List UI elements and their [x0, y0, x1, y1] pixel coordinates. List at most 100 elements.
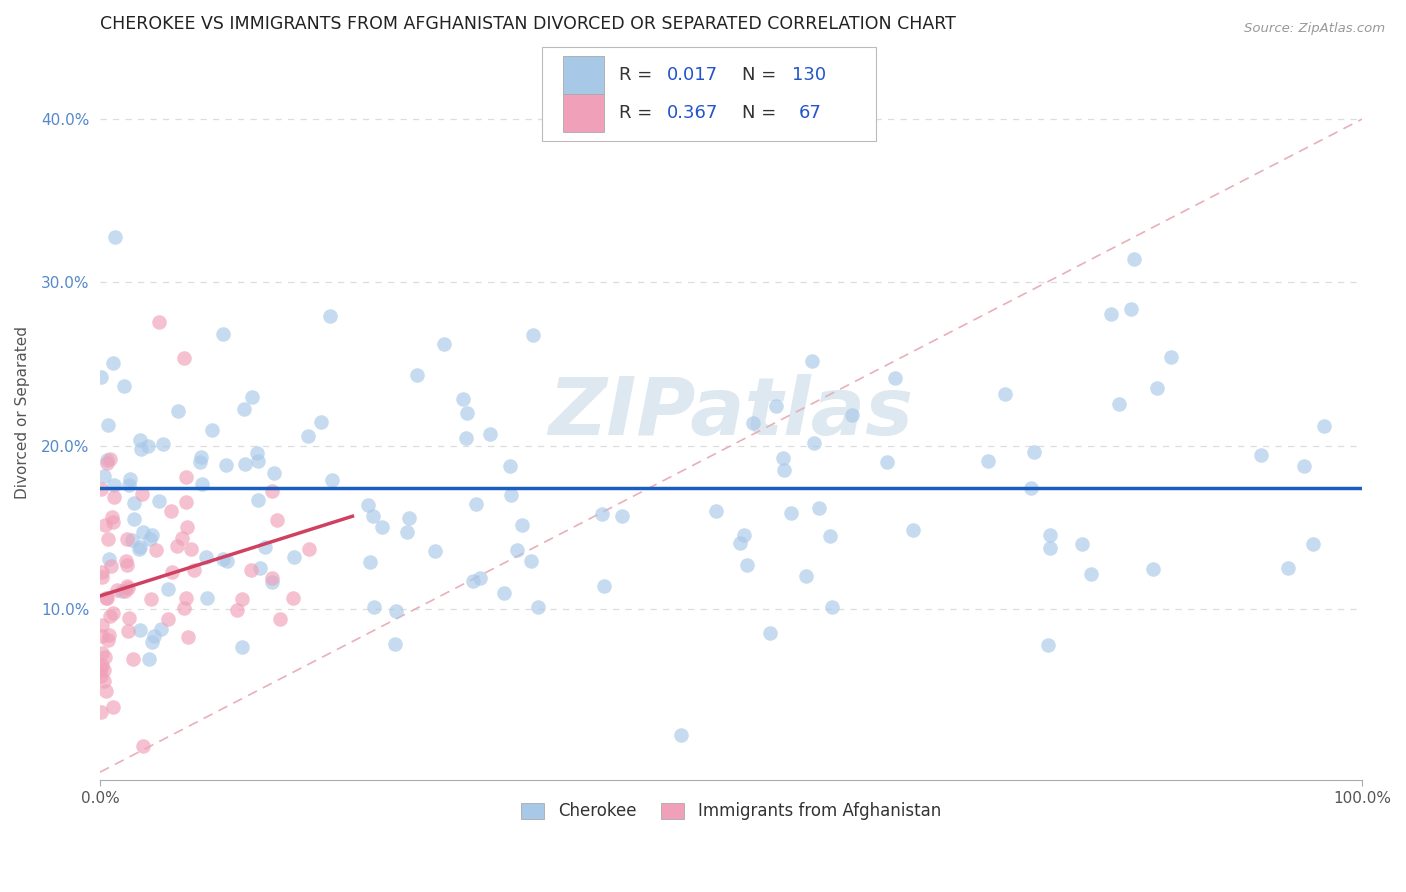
Point: [96, 591, 118, 606]
Point: [166, 539, 188, 553]
Point: [1123, 252, 1146, 266]
Point: [593, 579, 616, 593]
Point: [765, 399, 787, 413]
Point: [1021, 481, 1043, 495]
Point: [876, 454, 898, 468]
Point: [249, 561, 271, 575]
Point: [122, 512, 145, 526]
Point: [262, 571, 284, 585]
Point: [173, 351, 195, 365]
Point: [100, 559, 122, 574]
Point: [103, 478, 125, 492]
Point: [297, 429, 319, 443]
Point: [385, 604, 408, 618]
Point: [527, 599, 550, 614]
Point: [772, 450, 794, 465]
Point: [136, 439, 159, 453]
Point: [129, 540, 152, 554]
Point: [1142, 562, 1164, 576]
Point: [97, 532, 120, 546]
Point: [90, 370, 112, 384]
Point: [101, 516, 124, 530]
Point: [510, 517, 533, 532]
Text: CHEROKEE VS IMMIGRANTS FROM AFGHANISTAN DIVORCED OR SEPARATED CORRELATION CHART: CHEROKEE VS IMMIGRANTS FROM AFGHANISTAN …: [100, 15, 956, 33]
Point: [883, 371, 905, 385]
Point: [174, 495, 197, 509]
Point: [215, 554, 238, 568]
Point: [262, 574, 284, 589]
Point: [183, 563, 205, 577]
Text: ZIPatlas: ZIPatlas: [548, 374, 914, 452]
Point: [357, 498, 380, 512]
Point: [465, 497, 488, 511]
Point: [231, 591, 253, 606]
Point: [233, 457, 256, 471]
Point: [433, 336, 456, 351]
Point: [98, 452, 121, 467]
FancyBboxPatch shape: [564, 56, 603, 95]
Point: [384, 637, 406, 651]
Point: [463, 574, 485, 588]
Point: [758, 626, 780, 640]
Point: [901, 523, 924, 537]
Point: [138, 532, 160, 546]
Text: 67: 67: [799, 104, 823, 122]
Point: [200, 423, 222, 437]
Point: [131, 487, 153, 501]
Point: [794, 569, 817, 583]
Point: [121, 652, 143, 666]
Point: [93, 518, 115, 533]
Y-axis label: Divorced or Separated: Divorced or Separated: [15, 326, 30, 500]
Point: [93, 469, 115, 483]
Point: [212, 552, 235, 566]
Point: [96, 452, 118, 467]
Point: [105, 583, 128, 598]
Point: [506, 542, 529, 557]
Point: [1250, 448, 1272, 462]
Point: [733, 528, 755, 542]
Point: [247, 453, 270, 467]
Point: [111, 584, 134, 599]
Point: [225, 603, 247, 617]
Point: [94, 649, 117, 664]
Point: [90, 646, 112, 660]
Point: [215, 458, 238, 472]
Point: [93, 663, 115, 677]
Point: [704, 504, 727, 518]
Point: [993, 387, 1015, 401]
Point: [132, 739, 155, 754]
Point: [468, 571, 491, 585]
Point: [132, 525, 155, 540]
Legend: Cherokee, Immigrants from Afghanistan: Cherokee, Immigrants from Afghanistan: [515, 796, 948, 827]
Point: [1302, 537, 1324, 551]
Point: [90, 629, 112, 643]
Point: [191, 477, 214, 491]
Point: [321, 473, 343, 487]
Point: [1292, 458, 1315, 473]
Point: [240, 564, 263, 578]
FancyBboxPatch shape: [541, 47, 876, 141]
Point: [115, 533, 138, 547]
Point: [112, 379, 135, 393]
Text: N =: N =: [742, 104, 782, 122]
Point: [247, 492, 270, 507]
Point: [115, 579, 138, 593]
Point: [361, 509, 384, 524]
Point: [114, 583, 136, 598]
Point: [479, 427, 502, 442]
Point: [104, 229, 127, 244]
Point: [129, 434, 152, 448]
Point: [801, 354, 824, 368]
Text: 130: 130: [792, 66, 825, 84]
Point: [190, 455, 212, 469]
Point: [456, 432, 478, 446]
Point: [1121, 302, 1143, 317]
Point: [359, 556, 381, 570]
Point: [1160, 350, 1182, 364]
Point: [176, 520, 198, 534]
Point: [1038, 638, 1060, 652]
Point: [456, 406, 478, 420]
Text: Source: ZipAtlas.com: Source: ZipAtlas.com: [1244, 22, 1385, 36]
Point: [730, 536, 752, 550]
Point: [176, 470, 198, 484]
